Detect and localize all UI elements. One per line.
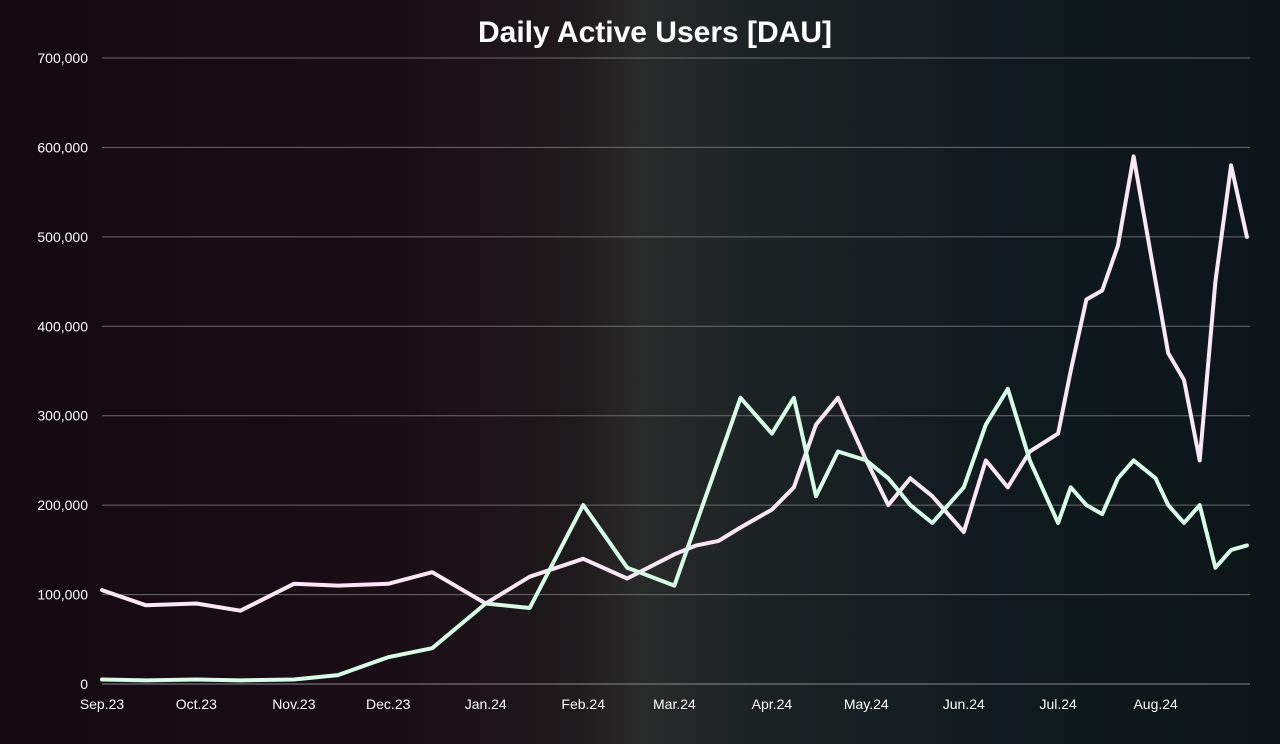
series-layer <box>100 154 1249 683</box>
x-tick-label: Jan.24 <box>465 696 507 712</box>
grid <box>102 57 1250 685</box>
y-tick-label: 700,000 <box>37 50 88 66</box>
y-tick-label: 300,000 <box>37 408 88 424</box>
x-tick-label: Jul.24 <box>1039 696 1077 712</box>
y-tick-label: 600,000 <box>37 139 88 155</box>
x-axis-ticks: Sep.23 Oct.23 Nov.23 Dec.23 Jan.24 Feb.24 Mar.… <box>80 696 1178 712</box>
y-axis-ticks: 0 100,000 200,000 300,000 400,000 500,000 600,… <box>37 50 88 692</box>
y-tick-label: 400,000 <box>37 318 88 334</box>
x-tick-label: Nov.23 <box>272 696 316 712</box>
series-line-2 <box>100 386 1249 683</box>
x-tick-label: Feb.24 <box>561 696 605 712</box>
y-tick-label: 500,000 <box>37 229 88 245</box>
x-tick-label: Apr.24 <box>752 696 793 712</box>
x-tick-label: Jun.24 <box>943 696 985 712</box>
x-tick-label: Dec.23 <box>366 696 411 712</box>
chart-title: Daily Active Users [DAU] <box>478 16 832 49</box>
x-tick-label: Mar.24 <box>653 696 696 712</box>
y-tick-label: 200,000 <box>37 497 88 513</box>
x-tick-label: May.24 <box>844 696 889 712</box>
x-tick-label: Sep.23 <box>80 696 125 712</box>
x-tick-label: Oct.23 <box>176 696 217 712</box>
y-tick-label: 100,000 <box>37 587 88 603</box>
y-tick-label: 0 <box>80 676 88 692</box>
x-tick-label: Aug.24 <box>1133 696 1178 712</box>
series-line-1 <box>100 154 1249 613</box>
